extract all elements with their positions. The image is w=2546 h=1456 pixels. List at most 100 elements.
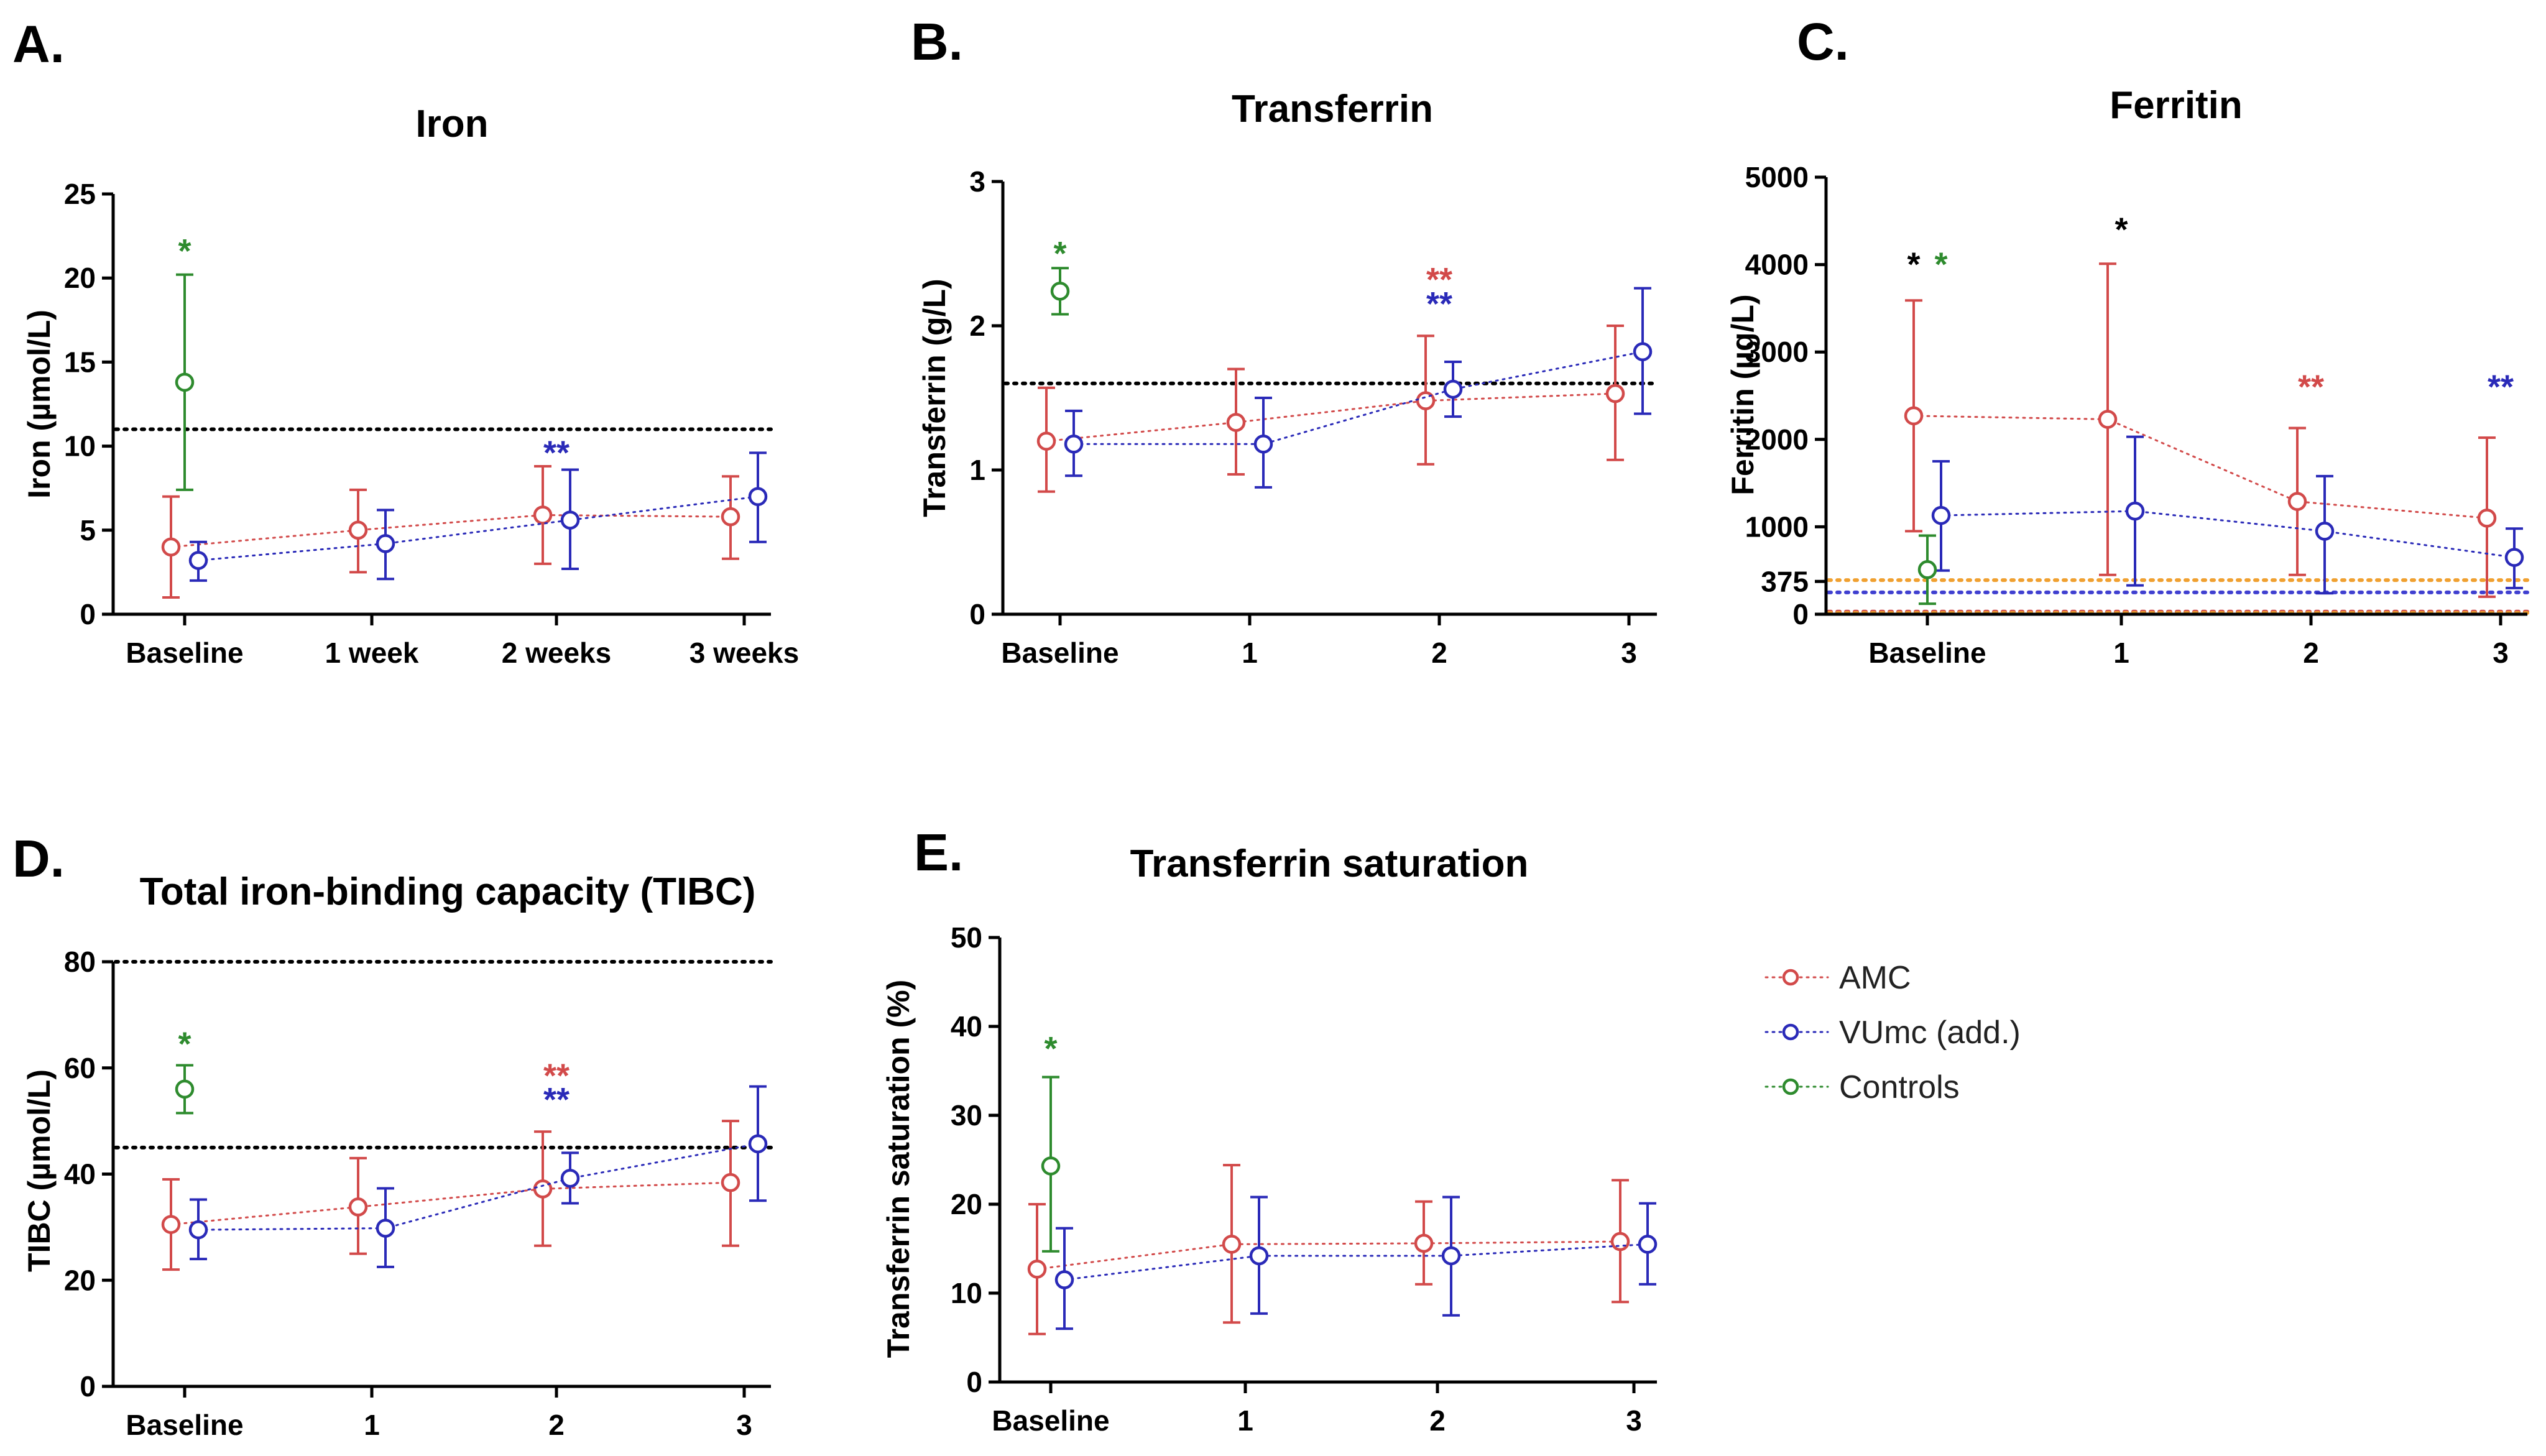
x-tick-label-transferrin: 1: [1242, 637, 1258, 669]
data-point-amc-transferrin: [1036, 431, 1056, 451]
x-tick-label-ferritin: 2: [2303, 637, 2319, 669]
legend-marker-vumc: [1782, 1023, 1799, 1041]
data-point-vumc-iron: [376, 534, 395, 553]
panel-e-transferrin-saturation-chart: E. Transferrin saturation Transferrin sa…: [881, 823, 1658, 1437]
y-tick-label-transferrin-saturation: 50: [951, 921, 982, 954]
series-line-amc-iron: [170, 514, 732, 548]
significance-marker-iron: **: [543, 434, 570, 471]
data-point-amc-transferrin-saturation: [1414, 1233, 1434, 1253]
data-point-vumc-ferritin: [2125, 501, 2145, 521]
data-point-vumc-transferrin: [1253, 434, 1273, 454]
y-tick-label-transferrin: 2: [969, 310, 985, 342]
y-tick-label-transferrin-saturation: 40: [951, 1010, 982, 1043]
y-tick-label-iron: 25: [64, 178, 96, 210]
legend-label-amc: AMC: [1839, 960, 1911, 996]
data-point-amc-transferrin: [1226, 413, 1246, 432]
significance-marker-ferritin: *: [1934, 246, 1947, 283]
data-point-amc-iron: [348, 520, 368, 540]
legend: AMC VUmc (add.) Controls: [1764, 960, 2021, 1105]
x-tick-label-total-iron-binding-capacity-tibc: 1: [364, 1409, 380, 1441]
plot-area-transferrin-saturation: 0 10 20 30 40 50 Baseline 1 2 3 *: [951, 921, 1658, 1437]
y-tick-label-transferrin-saturation: 0: [966, 1366, 982, 1398]
data-point-amc-iron: [161, 537, 181, 557]
data-point-vumc-transferrin: [1443, 379, 1463, 399]
x-tick-label-transferrin-saturation: Baseline: [992, 1404, 1109, 1437]
y-tick-label-total-iron-binding-capacity-tibc: 20: [64, 1264, 96, 1296]
y-tick-label-transferrin: 3: [969, 165, 985, 198]
y-axis-title-ferritin: Ferritin (µg/L): [1725, 294, 1760, 495]
y-tick-label-total-iron-binding-capacity-tibc: 80: [64, 946, 96, 978]
y-tick-label-ferritin: 3000: [1745, 336, 1809, 368]
data-point-amc-transferrin-saturation: [1027, 1260, 1047, 1279]
data-point-controls-iron: [175, 372, 195, 392]
data-point-amc-total-iron-binding-capacity-tibc: [721, 1173, 740, 1192]
chart-title-tibc: Total iron-binding capacity (TIBC): [140, 870, 756, 913]
data-point-vumc-iron: [560, 510, 580, 530]
legend-label-controls: Controls: [1839, 1069, 1960, 1105]
significance-marker-transferrin: **: [1426, 285, 1452, 323]
data-point-vumc-transferrin-saturation: [1441, 1246, 1461, 1266]
y-tick-label-ferritin: 375: [1761, 565, 1809, 597]
y-tick-label-transferrin: 1: [969, 454, 985, 486]
series-line-amc-ferritin: [1912, 415, 2488, 519]
x-tick-label-transferrin-saturation: 2: [1429, 1404, 1446, 1437]
x-tick-label-iron: Baseline: [126, 637, 243, 669]
chart-title-ferritin: Ferritin: [2110, 84, 2243, 127]
data-point-amc-total-iron-binding-capacity-tibc: [533, 1179, 553, 1199]
x-tick-label-ferritin: 1: [2113, 637, 2129, 669]
panel-d-tibc-chart: D. Total iron-binding capacity (TIBC) TI…: [12, 829, 773, 1441]
panel-letter-b: B.: [911, 12, 963, 71]
data-point-amc-total-iron-binding-capacity-tibc: [348, 1197, 368, 1217]
y-tick-label-iron: 5: [80, 514, 96, 546]
x-tick-label-transferrin-saturation: 3: [1626, 1404, 1642, 1437]
data-point-vumc-iron: [748, 487, 768, 506]
series-line-vumc-transferrin-saturation: [1063, 1243, 1649, 1281]
data-point-vumc-transferrin-saturation: [1054, 1270, 1074, 1289]
y-tick-label-total-iron-binding-capacity-tibc: 0: [80, 1370, 96, 1403]
data-point-vumc-ferritin: [1931, 505, 1951, 525]
x-tick-label-ferritin: 3: [2493, 637, 2509, 669]
x-tick-label-transferrin: 3: [1621, 637, 1637, 669]
y-tick-label-ferritin: 4000: [1745, 249, 1809, 281]
chart-title-transferrin: Transferrin: [1232, 88, 1433, 131]
y-tick-label-ferritin: 1000: [1745, 510, 1809, 543]
legend-item-controls: Controls: [1764, 1069, 1960, 1105]
y-axis-title-iron: Iron (µmol/L): [22, 310, 57, 499]
significance-marker-transferrin: **: [1426, 261, 1452, 298]
data-point-controls-ferritin: [1917, 560, 1937, 579]
legend-item-amc: AMC: [1764, 960, 1911, 996]
panel-a-iron-chart: A. Iron Iron (µmol/L) 0 5 10 15 20 25 Baseline…: [12, 15, 799, 669]
x-tick-label-iron: 3 weeks: [690, 637, 799, 669]
y-tick-label-transferrin-saturation: 20: [951, 1188, 982, 1220]
series-line-vumc-total-iron-binding-capacity-tibc: [197, 1143, 759, 1231]
chart-title-iron: Iron: [415, 103, 488, 145]
legend-label-vumc: VUmc (add.): [1839, 1015, 2021, 1051]
y-tick-label-ferritin: 2000: [1745, 423, 1809, 456]
series-line-amc-total-iron-binding-capacity-tibc: [170, 1181, 732, 1226]
data-point-amc-ferritin: [2098, 410, 2118, 429]
x-tick-label-total-iron-binding-capacity-tibc: Baseline: [126, 1409, 243, 1441]
significance-marker-iron: *: [178, 233, 191, 270]
data-point-vumc-ferritin: [2504, 548, 2524, 567]
x-tick-label-iron: 1 week: [325, 637, 419, 669]
y-tick-label-transferrin: 0: [969, 598, 985, 630]
series-line-vumc-ferritin: [1940, 510, 2516, 559]
data-point-vumc-transferrin-saturation: [1249, 1246, 1269, 1266]
y-axis-title-transferrin: Transferrin (g/L): [917, 279, 952, 517]
significance-marker-total-iron-binding-capacity-tibc: **: [543, 1081, 570, 1118]
y-tick-label-ferritin: 5000: [1745, 161, 1809, 193]
y-tick-label-total-iron-binding-capacity-tibc: 40: [64, 1158, 96, 1191]
significance-marker-ferritin: **: [2488, 368, 2514, 405]
legend-marker-controls: [1782, 1078, 1799, 1095]
y-tick-label-transferrin-saturation: 10: [951, 1277, 982, 1309]
chart-title-transferrin-saturation: Transferrin saturation: [1130, 842, 1529, 885]
y-tick-label-total-iron-binding-capacity-tibc: 60: [64, 1052, 96, 1084]
y-tick-label-iron: 15: [64, 346, 96, 378]
significance-marker-total-iron-binding-capacity-tibc: *: [178, 1025, 191, 1062]
data-point-vumc-total-iron-binding-capacity-tibc: [188, 1220, 208, 1240]
